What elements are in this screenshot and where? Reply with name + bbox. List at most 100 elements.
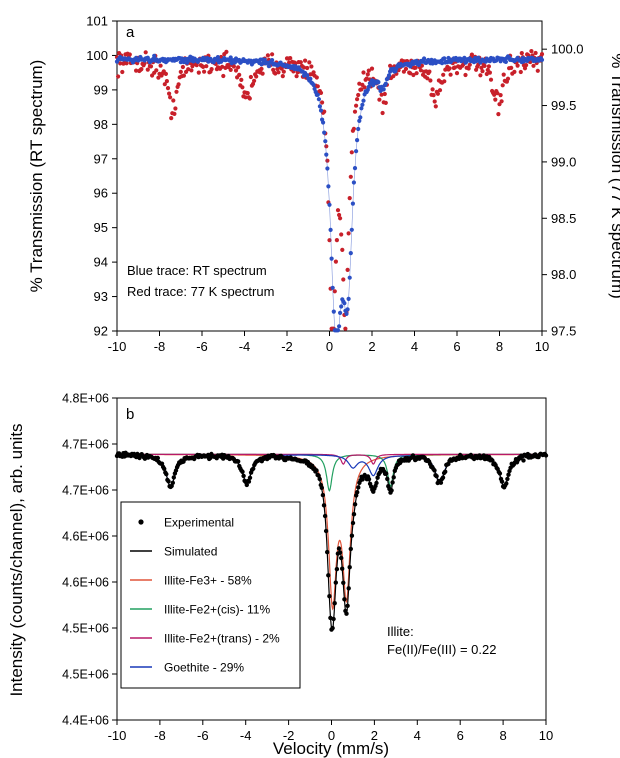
panel-a-point-77k xyxy=(320,100,325,105)
panel-b-experimental-point xyxy=(241,473,246,479)
panel-a-point-rt xyxy=(366,84,371,89)
panel-a-point-77k xyxy=(181,73,186,78)
panel-a-y2-axis-label: % Transmission (77 K spectrum) xyxy=(608,53,620,299)
panel-a-point-77k xyxy=(430,87,435,92)
panel-a-point-77k xyxy=(240,85,245,90)
panel-b-experimental-point xyxy=(504,481,509,486)
panel-a-point-rt xyxy=(318,108,324,113)
panel-a-point-77k xyxy=(501,72,506,77)
panel-a-point-77k xyxy=(247,96,252,101)
panel-a-point-rt xyxy=(324,152,329,157)
panel-a-point-77k xyxy=(325,158,330,163)
panel-a-point-77k xyxy=(165,86,171,91)
panel-a-annotation-rt: Blue trace: RT spectrum xyxy=(127,263,267,278)
panel-a-point-77k xyxy=(469,52,474,57)
panel-a-point-77k xyxy=(315,84,320,89)
panel-b-y-tick-label: 4.6E+06 xyxy=(62,530,109,544)
panel-a-point-rt xyxy=(344,311,349,316)
panel-a-point-77k xyxy=(354,103,359,108)
panel-b-experimental-point xyxy=(341,580,346,585)
panel-a-point-77k xyxy=(452,65,457,70)
panel-a-point-77k xyxy=(338,216,343,221)
panel-a-y-tick-label: 96 xyxy=(94,186,108,201)
panel-b-experimental-point xyxy=(355,490,360,495)
panel-a-point-rt xyxy=(329,256,334,261)
panel-a: a -10 -8 -6 -4 -2 0 2 4 6 8 10 92 93 94 95 96 97 98 99 100… xyxy=(27,14,620,355)
panel-a-point-77k xyxy=(168,95,173,100)
panel-b-experimental-point xyxy=(155,455,160,461)
panel-a-point-77k xyxy=(463,72,468,78)
panel-a-point-77k xyxy=(524,63,529,68)
panel-b-experimental-point xyxy=(340,566,345,571)
panel-a-y-tick-label: 95 xyxy=(94,220,108,235)
panel-b-experimental-point xyxy=(356,485,361,490)
panel-b-x-tick-label: -8 xyxy=(154,728,166,743)
panel-a-point-77k xyxy=(186,67,191,72)
panel-a-point-77k xyxy=(539,52,545,57)
panel-b-experimental-point xyxy=(170,480,175,485)
panel-a-point-rt xyxy=(414,58,419,64)
panel-a-point-rt xyxy=(360,102,365,107)
panel-a-y-tick-label: 93 xyxy=(94,289,108,304)
panel-a-y-axis: 92 93 94 95 96 97 98 99 100 101 xyxy=(86,14,117,339)
panel-a-point-77k xyxy=(383,100,388,105)
panel-a-point-rt xyxy=(317,104,322,109)
panel-a-point-77k xyxy=(236,65,241,70)
panel-a-point-77k xyxy=(231,64,236,69)
panel-a-point-77k xyxy=(345,267,350,272)
panel-b-experimental-point xyxy=(374,480,379,486)
panel-a-point-77k xyxy=(411,72,416,78)
panel-a-point-77k xyxy=(116,74,121,79)
panel-b-y-axis-label: Intensity (counts/channel), arb. units xyxy=(7,423,26,696)
panel-a-x-tick-label: -8 xyxy=(154,339,166,354)
panel-a-point-rt xyxy=(359,106,364,111)
panel-a-point-77k xyxy=(139,67,144,72)
panel-b-experimental-point xyxy=(499,479,505,484)
panel-a-point-77k xyxy=(427,69,432,74)
legend-entry-label: Experimental xyxy=(164,516,234,530)
panel-b-experimental-point xyxy=(347,565,352,570)
panel-b-experimental-point xyxy=(240,469,245,474)
panel-b-experimental-point xyxy=(443,469,448,474)
panel-b-experimental-point xyxy=(432,468,437,473)
panel-a-point-77k xyxy=(281,69,286,74)
panel-a-x-tick-label: -6 xyxy=(196,339,208,354)
panel-b-experimental-point xyxy=(317,476,322,482)
panel-a-point-77k xyxy=(377,97,382,102)
panel-a-point-77k xyxy=(248,74,253,80)
panel-b-experimental-point xyxy=(247,475,253,480)
panel-a-point-77k xyxy=(365,72,370,77)
panel-a-point-77k xyxy=(519,51,524,56)
panel-b-y-tick-label: 4.7E+06 xyxy=(62,484,109,498)
panel-b-experimental-point xyxy=(350,520,356,526)
panel-a-point-77k xyxy=(127,52,132,57)
panel-a-point-77k xyxy=(529,49,534,54)
panel-b-y-tick-label: 4.6E+06 xyxy=(62,576,109,590)
panel-a-point-77k xyxy=(322,109,327,114)
panel-b-experimental-point xyxy=(327,594,332,599)
panel-a-point-77k xyxy=(414,71,419,76)
panel-a-point-77k xyxy=(448,72,453,77)
panel-a-point-77k xyxy=(492,92,497,97)
panel-b-experimental-point xyxy=(336,546,342,551)
panel-a-x-tick-label: 10 xyxy=(535,339,549,354)
panel-a-point-77k xyxy=(380,110,385,116)
panel-a-point-rt xyxy=(539,57,545,63)
panel-a-point-77k xyxy=(189,68,194,73)
panel-a-point-77k xyxy=(352,109,358,114)
panel-a-point-77k xyxy=(488,77,494,82)
panel-a-point-rt xyxy=(215,55,220,60)
panel-b-experimental-point xyxy=(348,546,353,552)
legend: Experimental Simulated Illite-Fe3+ - 58% Il… xyxy=(130,516,280,675)
panel-a-point-rt xyxy=(315,92,320,97)
panel-a-point-77k xyxy=(509,65,514,70)
panel-b: b -10 -8 -6 -4 -2 0 2 4 6 8 10 4.4E+06 4.5E+06 4.5E+… xyxy=(7,392,553,758)
panel-b-experimental-point xyxy=(434,474,439,479)
panel-a-y-tick-label: 97 xyxy=(94,151,108,166)
panel-a-point-77k xyxy=(493,97,498,102)
panel-a-point-77k xyxy=(500,83,505,88)
panel-a-y-tick-label: 94 xyxy=(94,255,108,270)
panel-a-point-77k xyxy=(334,238,339,243)
panel-a-point-rt xyxy=(331,309,336,314)
panel-a-point-77k xyxy=(245,91,250,96)
